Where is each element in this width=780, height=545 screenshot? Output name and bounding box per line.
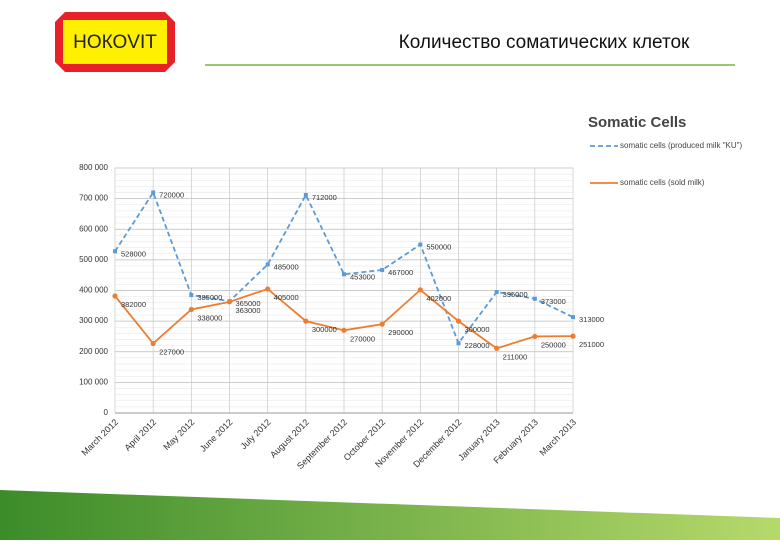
data-point <box>226 299 233 305</box>
data-label: 720000 <box>159 190 184 199</box>
data-label: 385000 <box>197 293 222 302</box>
data-label: 251000 <box>579 340 604 349</box>
y-tick-label: 700 000 <box>79 194 108 203</box>
data-label: 363000 <box>236 306 261 315</box>
y-tick-label: 100 000 <box>79 377 108 386</box>
y-tick-label: 400 000 <box>79 286 108 295</box>
data-label: 300000 <box>312 325 337 334</box>
data-label: 405000 <box>274 293 299 302</box>
data-point <box>456 341 461 346</box>
legend-label: somatic cells (produced milk "KU") <box>620 141 742 150</box>
data-point <box>379 321 385 327</box>
data-label: 228000 <box>465 341 490 350</box>
data-point <box>532 296 537 301</box>
x-tick-label: July 2012 <box>238 417 272 451</box>
data-label: 313000 <box>579 315 604 324</box>
y-tick-label: 0 <box>104 408 109 417</box>
data-label: 485000 <box>274 262 299 271</box>
data-point <box>112 293 118 299</box>
data-point <box>494 290 499 295</box>
data-point <box>342 272 346 277</box>
data-label: 250000 <box>541 340 566 349</box>
y-tick-label: 800 000 <box>79 163 108 172</box>
x-tick-label: June 2012 <box>198 417 235 454</box>
data-point <box>151 190 156 195</box>
x-tick-label: March 2013 <box>537 417 578 458</box>
data-label: 290000 <box>388 328 413 337</box>
logo-text: НОКОVIT <box>73 32 157 53</box>
chart-title: Somatic Cells <box>588 114 686 131</box>
x-tick-label: March 2012 <box>79 417 120 458</box>
chart: Somatic Cells 0 100 000 200 000 300 000 400 0… <box>79 114 742 471</box>
data-label: 338000 <box>197 313 222 322</box>
data-point <box>113 249 117 254</box>
data-label: 382000 <box>121 300 146 309</box>
legend-label: somatic cells (sold milk) <box>620 178 705 187</box>
data-point <box>303 318 309 324</box>
data-point <box>265 262 270 267</box>
data-label: 395000 <box>503 290 528 299</box>
data-label: 373000 <box>541 297 566 306</box>
y-tick-label: 200 000 <box>79 347 108 356</box>
data-point <box>570 333 576 339</box>
data-label: 211000 <box>503 352 527 361</box>
data-point <box>303 192 308 197</box>
y-tick-label: 600 000 <box>79 224 108 233</box>
data-label: 365000 <box>236 299 261 308</box>
data-label: 528000 <box>121 249 146 258</box>
data-point <box>494 345 500 351</box>
data-label: 467000 <box>388 268 413 277</box>
data-point <box>150 340 156 347</box>
data-point <box>380 267 385 272</box>
y-tick-label: 500 000 <box>79 255 108 264</box>
data-label: 227000 <box>159 347 184 356</box>
data-label: 300000 <box>465 325 490 334</box>
data-point <box>571 315 575 320</box>
data-point <box>188 306 194 313</box>
x-tick-label: May 2012 <box>161 417 196 452</box>
data-label: 550000 <box>426 243 451 252</box>
data-label: 270000 <box>350 334 375 343</box>
data-label: 402000 <box>426 294 451 303</box>
data-point <box>455 318 462 324</box>
data-point <box>341 327 347 333</box>
logo-box <box>63 20 167 64</box>
data-label: 712000 <box>312 193 337 202</box>
data-label: 453000 <box>350 272 375 281</box>
data-point <box>189 293 194 298</box>
x-tick-label: April 2012 <box>123 417 159 453</box>
y-tick-label: 300 000 <box>79 316 108 325</box>
data-point <box>265 286 271 292</box>
data-point <box>417 287 423 293</box>
slide-title: Количество соматических клеток <box>399 32 690 53</box>
data-point <box>532 333 538 340</box>
data-point <box>418 242 423 247</box>
footer-band <box>0 490 780 540</box>
